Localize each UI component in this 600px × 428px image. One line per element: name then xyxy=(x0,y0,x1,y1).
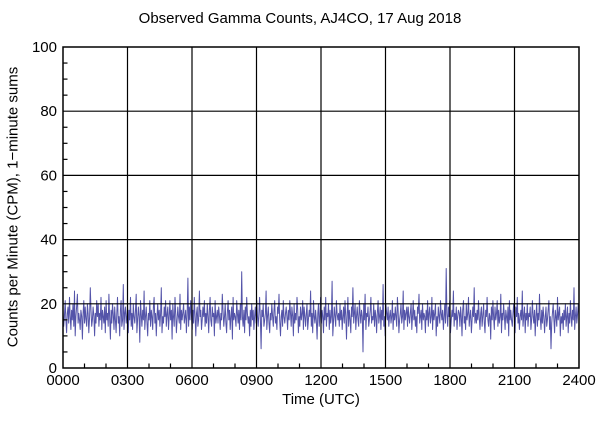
x-tick-label: 0000 xyxy=(46,372,79,389)
x-tick-label: 1800 xyxy=(433,372,466,389)
x-tick-label: 2100 xyxy=(498,372,531,389)
chart-title: Observed Gamma Counts, AJ4CO, 17 Aug 201… xyxy=(138,10,462,27)
x-tick-label: 1200 xyxy=(304,372,337,389)
y-tick-label: 40 xyxy=(40,232,57,249)
x-tick-label: 0300 xyxy=(111,372,144,389)
x-axis-label: Time (UTC) xyxy=(282,391,360,408)
y-tick-label: 100 xyxy=(32,39,57,56)
x-tick-label: 2400 xyxy=(562,372,595,389)
y-tick-label: 20 xyxy=(40,296,57,313)
y-tick-label: 0 xyxy=(49,360,57,377)
y-tick-label: 80 xyxy=(40,103,57,120)
x-tick-label: 0600 xyxy=(175,372,208,389)
plot-border xyxy=(62,46,580,369)
x-tick-label: 1500 xyxy=(369,372,402,389)
y-tick-label: 60 xyxy=(40,167,57,184)
x-tick-label: 0900 xyxy=(240,372,273,389)
